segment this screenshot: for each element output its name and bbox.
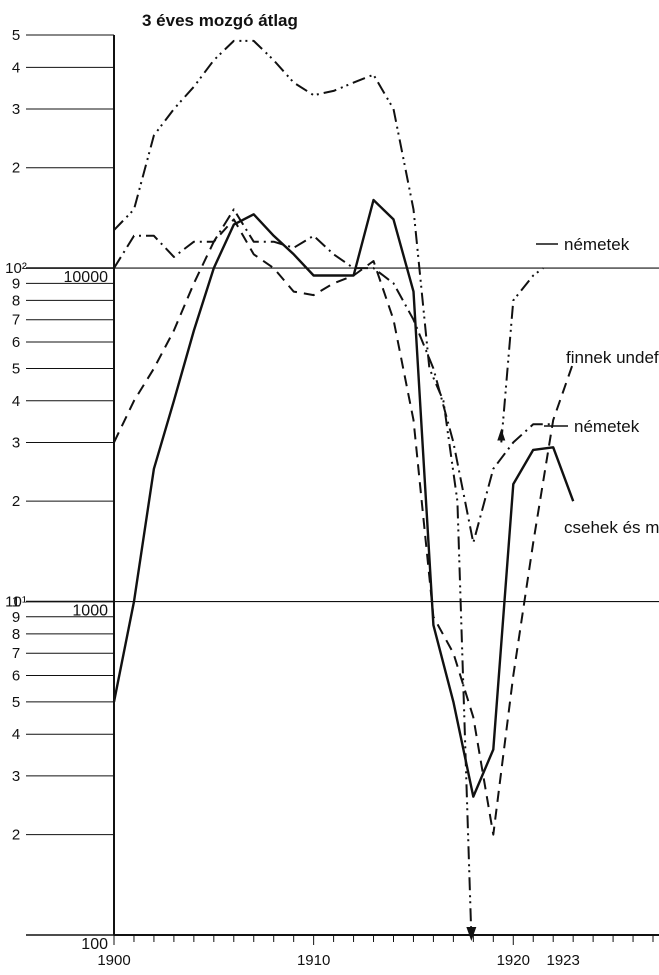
y-tick-label: 9 <box>12 275 20 292</box>
axes <box>113 35 659 936</box>
series-line <box>113 208 554 544</box>
x-axis-ticks: 1900 1910 1920 1923 <box>97 935 654 969</box>
x-tick-label: 1923 <box>546 952 579 969</box>
y-tick-label: 6 <box>12 668 20 685</box>
y-tick-label: 9 <box>12 609 20 626</box>
x-tick-label: 1910 <box>297 952 330 969</box>
series-label: finnek undefined <box>566 348 659 367</box>
chart-title: 3 éves mozgó átlag <box>142 11 298 30</box>
y-tick-label: 10² <box>5 260 27 277</box>
y-tick-label: 5 <box>12 360 20 377</box>
reference-lines <box>114 267 659 603</box>
y-axis-major-label: 1000 <box>72 603 108 620</box>
y-tick-label: 2 <box>12 160 20 177</box>
y-tick-label: 8 <box>12 292 20 309</box>
series-line <box>113 39 473 936</box>
y-tick-label: 3 <box>12 768 20 785</box>
x-tick-label: 1900 <box>97 952 130 969</box>
y-tick-label: 8 <box>12 626 20 643</box>
y-axis-major-label: 100 <box>81 936 108 953</box>
y-tick-label: 3 <box>12 101 20 118</box>
y-tick-label: 2 <box>12 827 20 844</box>
y-tick-label: 7 <box>12 312 20 329</box>
series-line <box>500 267 544 443</box>
arrowhead-down <box>466 927 477 941</box>
y-tick-label: 3 <box>12 434 20 451</box>
y-tick-label: 5 <box>12 27 20 44</box>
y-tick-label: 1 <box>12 594 20 611</box>
y-tick-label: 2 <box>12 493 20 510</box>
series-label: németek <box>564 235 630 254</box>
series-lines <box>112 39 575 941</box>
series-label: németek <box>574 417 640 436</box>
y-tick-label: 10¹ <box>5 594 27 611</box>
series-label: csehek és morvák <box>564 518 659 537</box>
series-line <box>112 198 575 798</box>
arrowhead-up <box>497 428 506 441</box>
y-tick-label: 4 <box>12 59 20 76</box>
series-line <box>113 218 575 836</box>
y-tick-label: 6 <box>12 334 20 351</box>
y-tick-label: 4 <box>12 393 20 410</box>
y-tick-label: 5 <box>12 694 20 711</box>
y-tick-label: 7 <box>12 645 20 662</box>
y-axis-major-label: 10000 <box>64 269 109 286</box>
x-tick-label: 1920 <box>497 952 530 969</box>
y-tick-label: 4 <box>12 726 20 743</box>
